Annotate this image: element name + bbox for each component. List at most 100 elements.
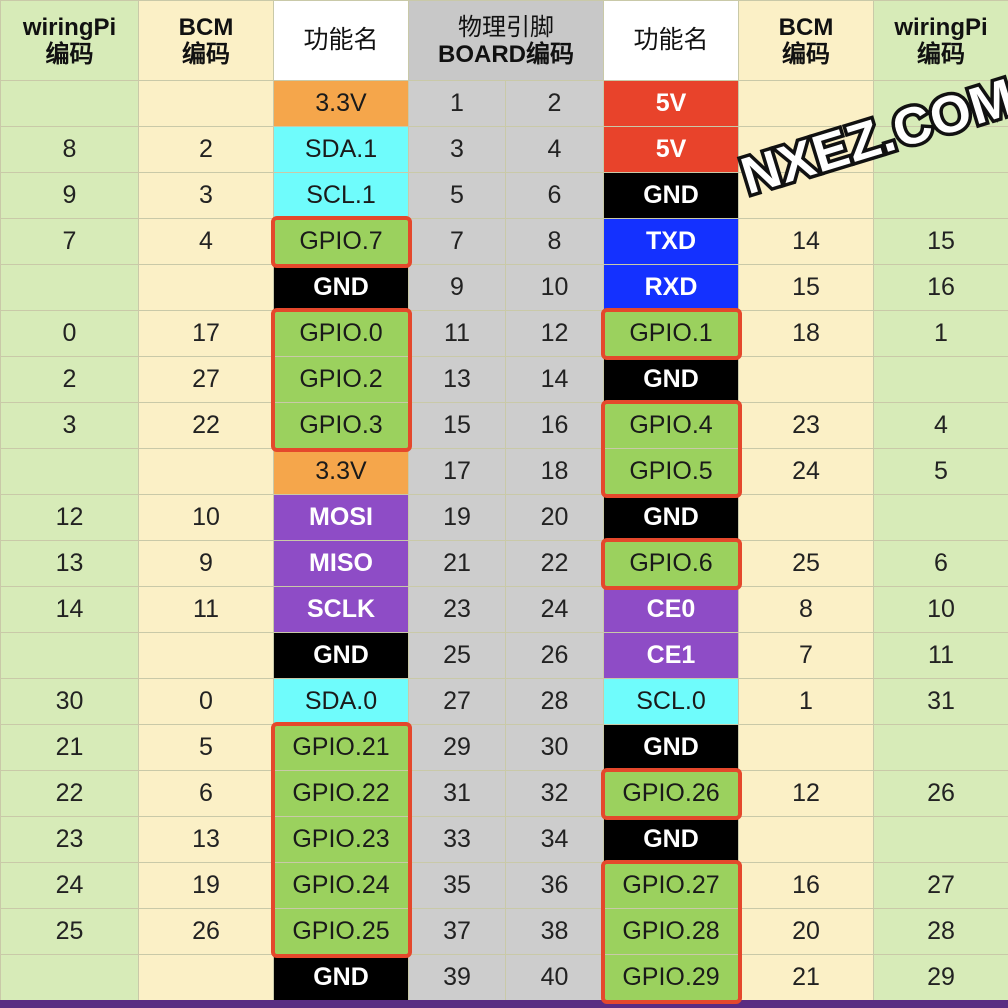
function-left-cell: GPIO.24 <box>273 862 409 909</box>
wiringpi-right-cell: 4 <box>873 402 1008 449</box>
wiringpi-left-cell: 30 <box>0 678 139 725</box>
header-function-left: 功能名 <box>273 0 409 81</box>
function-right-cell: GPIO.6 <box>603 540 739 587</box>
bcm-left-cell: 26 <box>138 908 274 955</box>
physical-pin-even-cell: 14 <box>505 356 604 403</box>
wiringpi-left-cell: 7 <box>0 218 139 265</box>
bcm-left-cell: 2 <box>138 126 274 173</box>
wiringpi-left-cell <box>0 954 139 1001</box>
function-left-cell: 3.3V <box>273 80 409 127</box>
function-right-cell: GPIO.28 <box>603 908 739 955</box>
bcm-left-cell: 13 <box>138 816 274 863</box>
function-left-cell: GND <box>273 264 409 311</box>
function-left-cell: GPIO.22 <box>273 770 409 817</box>
physical-pin-odd-cell: 15 <box>408 402 506 449</box>
function-right-cell: CE0 <box>603 586 739 633</box>
wiringpi-left-cell: 0 <box>0 310 139 357</box>
wiringpi-left-cell <box>0 632 139 679</box>
function-left-cell: GPIO.2 <box>273 356 409 403</box>
header-row: wiringPi 编码 BCM 编码 功能名 物理引脚 BOARD编码 功能名 … <box>0 0 1008 81</box>
bcm-right-cell <box>738 126 874 173</box>
function-right-cell: GPIO.29 <box>603 954 739 1001</box>
bcm-right-cell: 7 <box>738 632 874 679</box>
pin-row: 30 0 SDA.0 27 28 SCL.0 1 31 <box>0 678 1008 725</box>
wiringpi-left-cell: 14 <box>0 586 139 633</box>
bcm-right-cell <box>738 356 874 403</box>
wiringpi-left-cell: 23 <box>0 816 139 863</box>
bcm-right-cell: 12 <box>738 770 874 817</box>
physical-pin-odd-cell: 39 <box>408 954 506 1001</box>
function-right-cell: GPIO.27 <box>603 862 739 909</box>
physical-pin-even-cell: 36 <box>505 862 604 909</box>
function-right-cell: GND <box>603 724 739 771</box>
physical-pin-odd-cell: 17 <box>408 448 506 495</box>
bcm-left-cell: 10 <box>138 494 274 541</box>
pin-row: GND 39 40 GPIO.29 21 29 <box>0 954 1008 1001</box>
wiringpi-right-cell: 27 <box>873 862 1008 909</box>
bottom-strip <box>0 1000 1008 1008</box>
physical-pin-odd-cell: 37 <box>408 908 506 955</box>
header-physical-line1: 物理引脚 <box>458 13 554 41</box>
pin-rows: 3.3V 1 2 5V 8 2 SDA.1 3 4 5V 9 3 SCL.1 5 6 GND 7 4 GPIO.7 7… <box>0 80 1008 1001</box>
wiringpi-right-cell <box>873 80 1008 127</box>
bcm-left-cell <box>138 80 274 127</box>
wiringpi-left-cell: 9 <box>0 172 139 219</box>
bcm-left-cell: 3 <box>138 172 274 219</box>
bcm-left-cell <box>138 954 274 1001</box>
physical-pin-even-cell: 40 <box>505 954 604 1001</box>
function-right-cell: GND <box>603 494 739 541</box>
wiringpi-right-cell: 1 <box>873 310 1008 357</box>
wiringpi-right-cell: 11 <box>873 632 1008 679</box>
wiringpi-right-cell <box>873 172 1008 219</box>
function-right-cell: GPIO.4 <box>603 402 739 449</box>
physical-pin-odd-cell: 7 <box>408 218 506 265</box>
physical-pin-odd-cell: 25 <box>408 632 506 679</box>
wiringpi-right-cell: 31 <box>873 678 1008 725</box>
physical-pin-even-cell: 24 <box>505 586 604 633</box>
bcm-left-cell: 9 <box>138 540 274 587</box>
function-right-cell: SCL.0 <box>603 678 739 725</box>
physical-pin-even-cell: 2 <box>505 80 604 127</box>
wiringpi-left-cell <box>0 264 139 311</box>
wiringpi-right-cell <box>873 816 1008 863</box>
wiringpi-right-cell <box>873 494 1008 541</box>
function-left-cell: GPIO.25 <box>273 908 409 955</box>
header-physical-line2: BOARD编码 <box>438 40 574 68</box>
function-left-cell: GPIO.7 <box>273 218 409 265</box>
bcm-left-cell <box>138 264 274 311</box>
bcm-right-cell: 16 <box>738 862 874 909</box>
pin-row: 9 3 SCL.1 5 6 GND <box>0 172 1008 219</box>
physical-pin-odd-cell: 23 <box>408 586 506 633</box>
header-bcm-right-line2: 编码 <box>782 40 830 68</box>
wiringpi-right-cell <box>873 126 1008 173</box>
bcm-left-cell: 27 <box>138 356 274 403</box>
physical-pin-odd-cell: 33 <box>408 816 506 863</box>
bcm-right-cell <box>738 172 874 219</box>
bcm-left-cell <box>138 632 274 679</box>
pin-row: 2 27 GPIO.2 13 14 GND <box>0 356 1008 403</box>
physical-pin-even-cell: 34 <box>505 816 604 863</box>
bcm-right-cell <box>738 816 874 863</box>
physical-pin-odd-cell: 11 <box>408 310 506 357</box>
function-right-cell: CE1 <box>603 632 739 679</box>
bcm-right-cell: 20 <box>738 908 874 955</box>
bcm-right-cell: 21 <box>738 954 874 1001</box>
bcm-left-cell <box>138 448 274 495</box>
wiringpi-right-cell: 16 <box>873 264 1008 311</box>
physical-pin-odd-cell: 29 <box>408 724 506 771</box>
pin-row: 12 10 MOSI 19 20 GND <box>0 494 1008 541</box>
wiringpi-left-cell <box>0 448 139 495</box>
wiringpi-left-cell: 21 <box>0 724 139 771</box>
physical-pin-odd-cell: 3 <box>408 126 506 173</box>
wiringpi-right-cell <box>873 724 1008 771</box>
pin-row: 14 11 SCLK 23 24 CE0 8 10 <box>0 586 1008 633</box>
header-physical-pin: 物理引脚 BOARD编码 <box>408 0 604 81</box>
physical-pin-even-cell: 10 <box>505 264 604 311</box>
physical-pin-even-cell: 26 <box>505 632 604 679</box>
pin-row: 24 19 GPIO.24 35 36 GPIO.27 16 27 <box>0 862 1008 909</box>
bcm-right-cell <box>738 80 874 127</box>
physical-pin-even-cell: 18 <box>505 448 604 495</box>
physical-pin-odd-cell: 35 <box>408 862 506 909</box>
physical-pin-odd-cell: 21 <box>408 540 506 587</box>
function-left-cell: GPIO.21 <box>273 724 409 771</box>
